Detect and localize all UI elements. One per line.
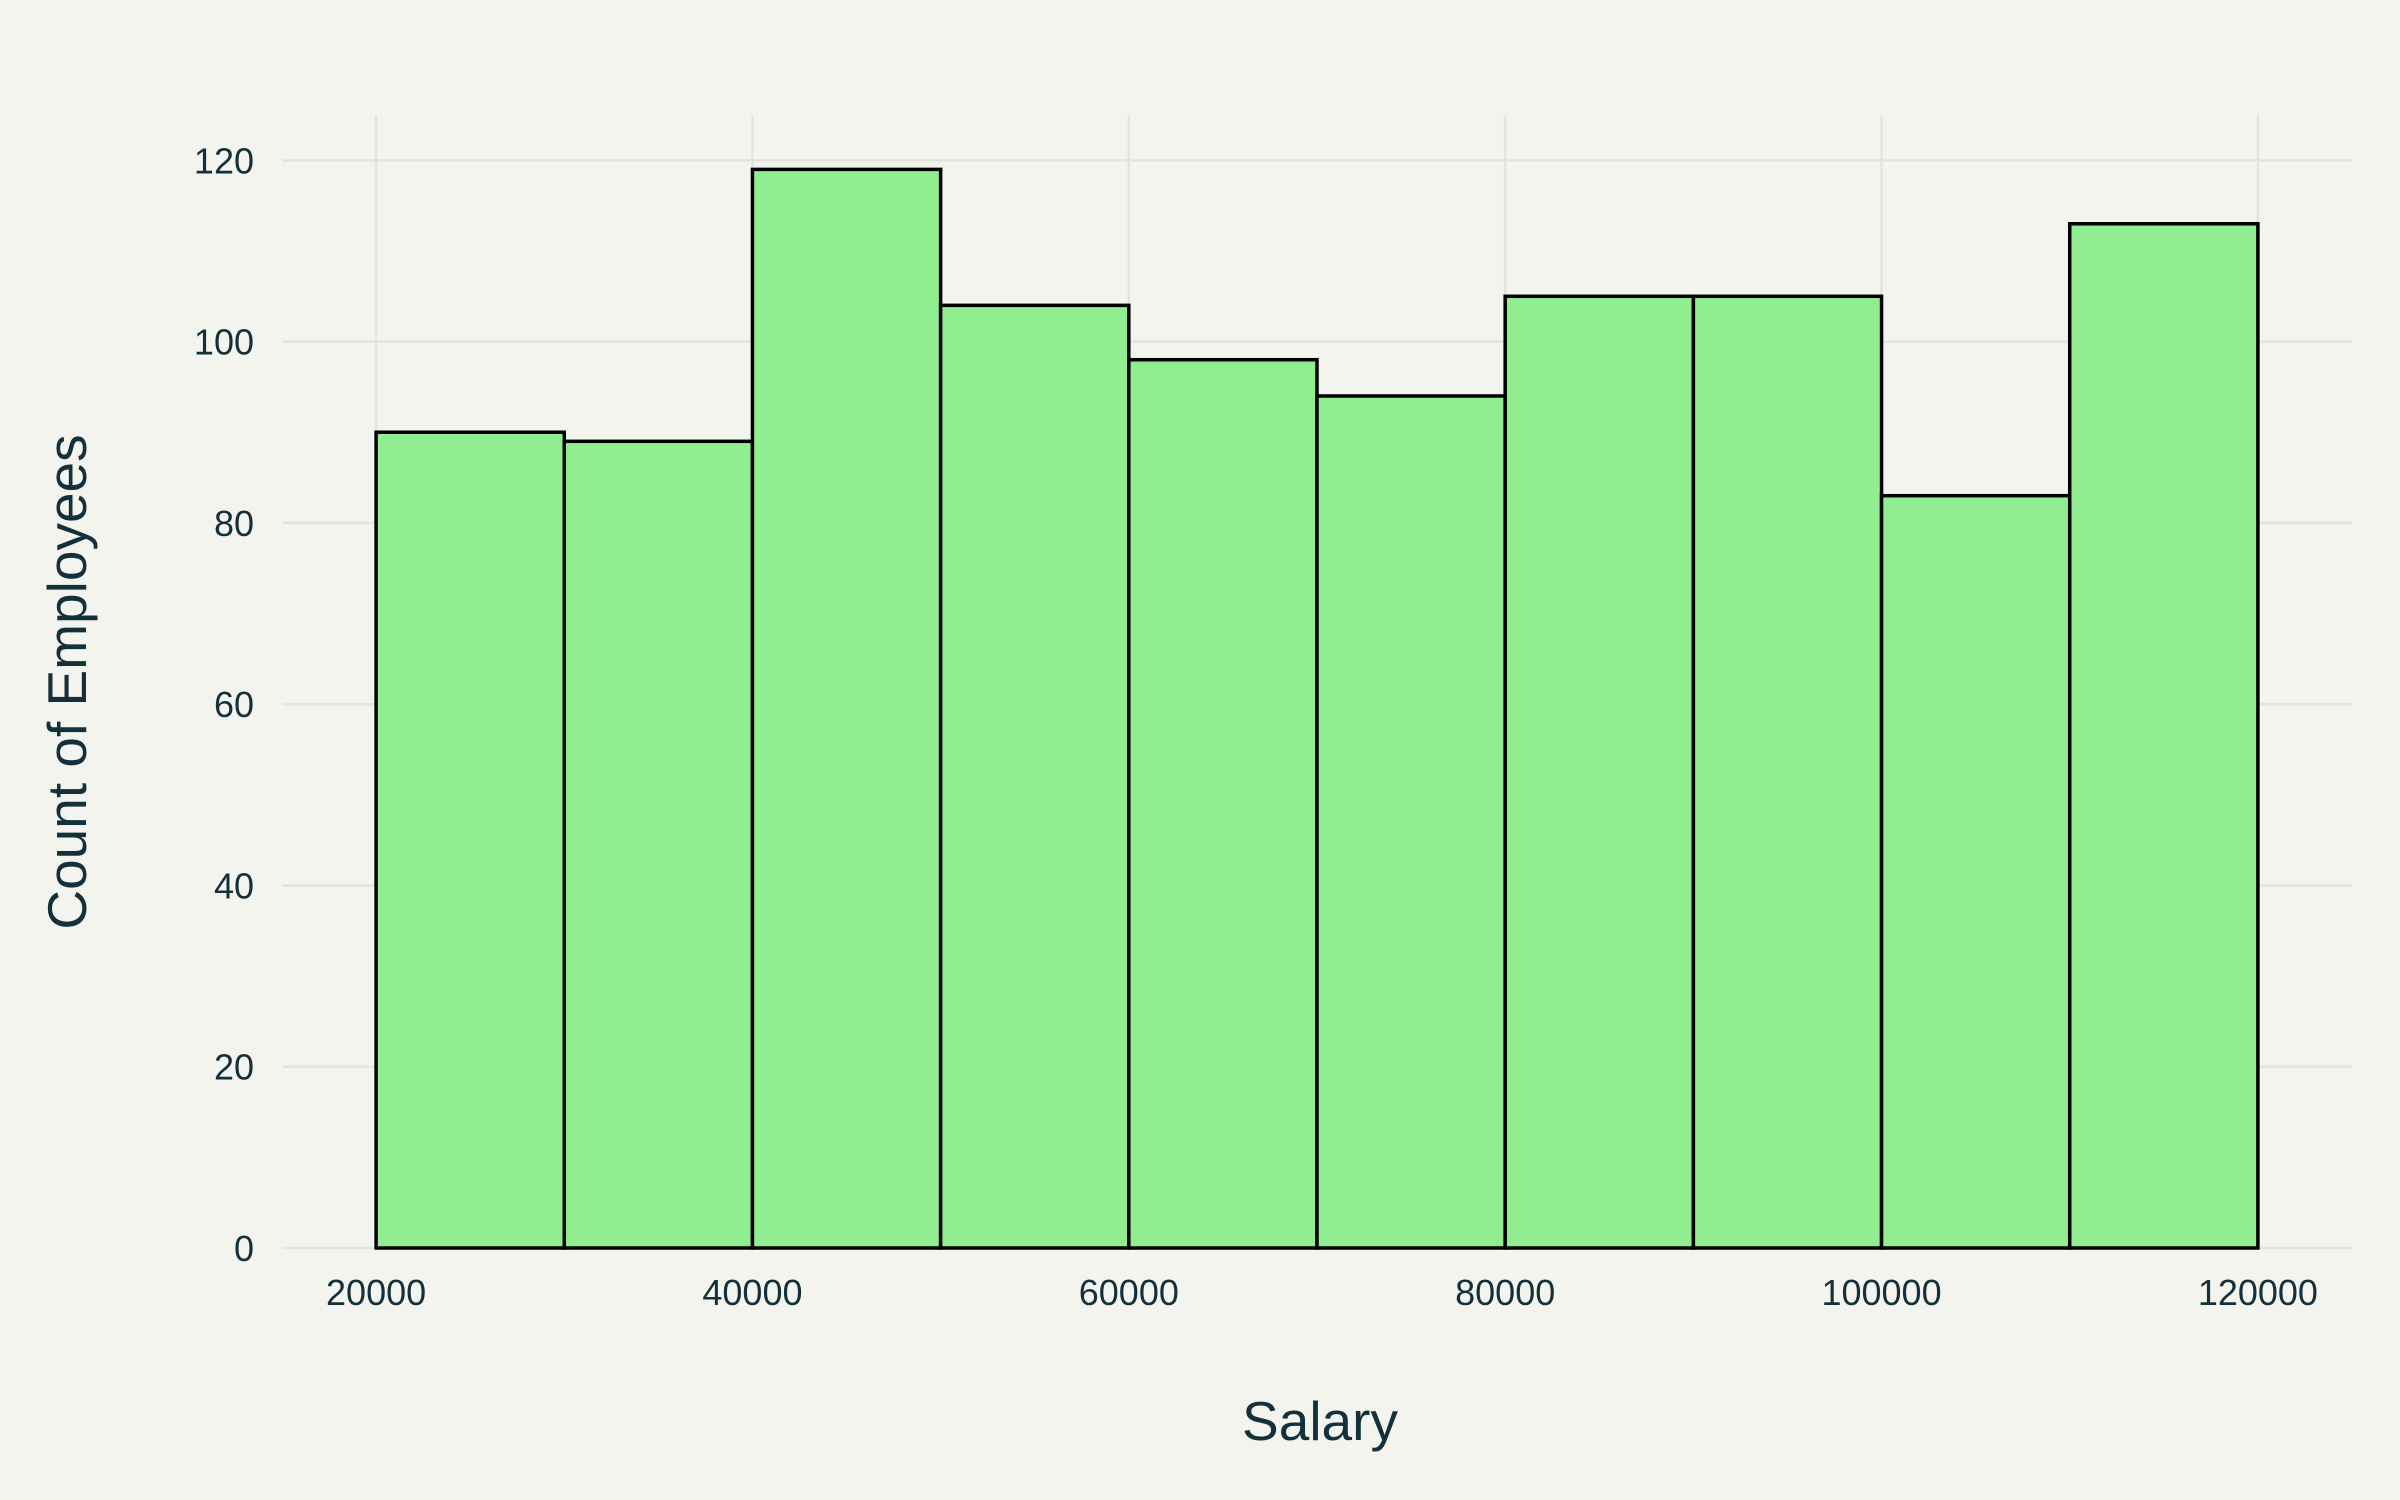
histogram-bar xyxy=(2067,222,2260,1250)
histogram-bar xyxy=(374,430,567,1250)
x-tick-label: 120000 xyxy=(2198,1272,2318,1313)
x-axis-ticks: 20000 40000 60000 80000 100000 120000 xyxy=(326,1272,2318,1313)
histogram-bar xyxy=(750,167,943,1250)
histogram-bar xyxy=(562,439,755,1250)
histogram-bars xyxy=(374,167,2260,1250)
histogram-bar xyxy=(1691,294,1884,1250)
histogram-bar xyxy=(1315,394,1507,1250)
y-tick-label: 60 xyxy=(214,684,254,725)
histogram-bar xyxy=(1879,493,2072,1250)
x-tick-label: 40000 xyxy=(702,1272,802,1313)
y-tick-label: 80 xyxy=(214,503,254,544)
x-tick-label: 20000 xyxy=(326,1272,426,1313)
y-axis-title: Count of Employees xyxy=(36,434,98,929)
x-tick-label: 100000 xyxy=(1821,1272,1941,1313)
y-axis-ticks: 0 20 40 60 80 100 120 xyxy=(194,140,254,1269)
histogram-bar xyxy=(1503,294,1696,1250)
x-axis-title: Salary xyxy=(1242,1390,1398,1452)
x-tick-label: 80000 xyxy=(1455,1272,1555,1313)
x-tick-label: 60000 xyxy=(1079,1272,1179,1313)
histogram-bar xyxy=(938,303,1131,1250)
y-tick-label: 100 xyxy=(194,322,254,363)
y-tick-label: 120 xyxy=(194,140,254,181)
y-tick-label: 40 xyxy=(214,865,254,906)
y-tick-label: 20 xyxy=(214,1047,254,1088)
histogram-bar xyxy=(1127,357,1319,1250)
y-tick-label: 0 xyxy=(234,1228,254,1269)
